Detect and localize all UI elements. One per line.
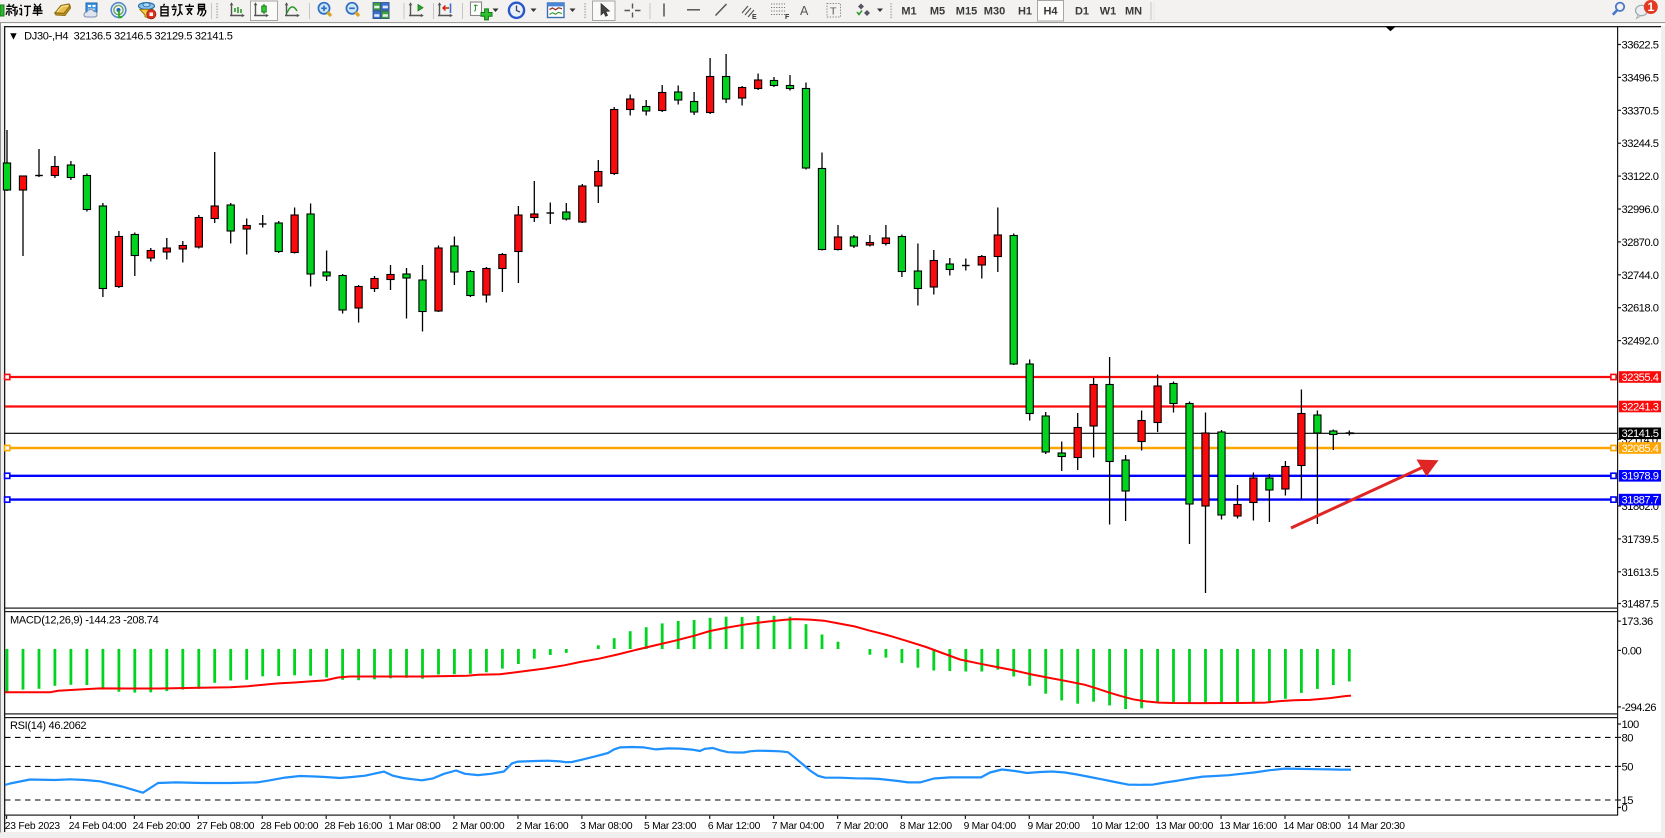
svg-text:32618.0: 32618.0: [1622, 303, 1659, 315]
svg-text:14 Mar 08:00: 14 Mar 08:00: [1283, 821, 1341, 832]
svg-text:13 Mar 16:00: 13 Mar 16:00: [1219, 821, 1277, 832]
svg-text:D1: D1: [1075, 6, 1089, 18]
svg-text:7 Mar 20:00: 7 Mar 20:00: [836, 821, 889, 832]
svg-text:F: F: [785, 14, 790, 21]
svg-text:-294.26: -294.26: [1622, 702, 1657, 714]
svg-text:32870.0: 32870.0: [1622, 237, 1659, 249]
svg-text:28 Feb 16:00: 28 Feb 16:00: [324, 821, 382, 832]
svg-text:31978.9: 31978.9: [1622, 471, 1659, 483]
svg-text:31487.5: 31487.5: [1622, 599, 1659, 611]
svg-text:E: E: [752, 14, 757, 21]
svg-text:33370.5: 33370.5: [1622, 105, 1659, 117]
svg-text:33622.5: 33622.5: [1622, 40, 1659, 52]
svg-text:1: 1: [1647, 0, 1654, 14]
svg-text:31887.7: 31887.7: [1622, 495, 1659, 507]
svg-text:1 Mar 08:00: 1 Mar 08:00: [388, 821, 441, 832]
svg-text:32996.0: 32996.0: [1622, 204, 1659, 216]
svg-text:W1: W1: [1100, 6, 1117, 18]
svg-text:33496.5: 33496.5: [1622, 72, 1659, 84]
svg-text:H1: H1: [1018, 6, 1032, 18]
svg-text:MACD(12,26,9) -144.23 -208.74: MACD(12,26,9) -144.23 -208.74: [10, 615, 159, 627]
svg-text:A: A: [800, 4, 809, 18]
svg-text:M1: M1: [901, 6, 916, 18]
svg-text:33122.0: 33122.0: [1622, 171, 1659, 183]
svg-text:0.00: 0.00: [1622, 645, 1642, 657]
svg-text:32355.4: 32355.4: [1622, 372, 1659, 384]
svg-text:0: 0: [1622, 803, 1628, 815]
svg-text:M5: M5: [930, 6, 945, 18]
svg-text:H4: H4: [1043, 6, 1058, 18]
svg-text:173.36: 173.36: [1622, 616, 1653, 628]
svg-text:9 Mar 20:00: 9 Mar 20:00: [1028, 821, 1081, 832]
svg-text:MN: MN: [1125, 6, 1142, 18]
svg-text:27 Feb 08:00: 27 Feb 08:00: [197, 821, 255, 832]
svg-text:32241.3: 32241.3: [1622, 401, 1659, 413]
svg-text:M30: M30: [984, 6, 1005, 18]
svg-text:23 Feb 2023: 23 Feb 2023: [5, 821, 61, 832]
svg-text:13 Mar 00:00: 13 Mar 00:00: [1155, 821, 1213, 832]
svg-text:24 Feb 04:00: 24 Feb 04:00: [69, 821, 127, 832]
svg-text:31739.5: 31739.5: [1622, 534, 1659, 546]
svg-text:32492.0: 32492.0: [1622, 336, 1659, 348]
svg-text:15: 15: [1622, 795, 1634, 807]
svg-text:T: T: [830, 6, 837, 18]
svg-text:32141.5: 32141.5: [1622, 428, 1659, 440]
svg-text:2 Mar 16:00: 2 Mar 16:00: [516, 821, 569, 832]
svg-text:10 Mar 12:00: 10 Mar 12:00: [1091, 821, 1149, 832]
svg-text:28 Feb 00:00: 28 Feb 00:00: [261, 821, 319, 832]
svg-text:32085.4: 32085.4: [1622, 443, 1659, 455]
svg-text:RSI(14) 46.2062: RSI(14) 46.2062: [10, 720, 86, 732]
svg-text:8 Mar 12:00: 8 Mar 12:00: [900, 821, 953, 832]
svg-text:50: 50: [1622, 761, 1634, 773]
svg-text:9 Mar 04:00: 9 Mar 04:00: [964, 821, 1017, 832]
svg-text:31613.5: 31613.5: [1622, 567, 1659, 579]
svg-text:32744.0: 32744.0: [1622, 270, 1659, 282]
svg-text:2 Mar 00:00: 2 Mar 00:00: [452, 821, 505, 832]
svg-text:100: 100: [1622, 719, 1639, 731]
svg-text:24 Feb 20:00: 24 Feb 20:00: [133, 821, 191, 832]
svg-text:5 Mar 23:00: 5 Mar 23:00: [644, 821, 697, 832]
svg-text:14 Mar 20:30: 14 Mar 20:30: [1347, 821, 1405, 832]
svg-text:3 Mar 08:00: 3 Mar 08:00: [580, 821, 633, 832]
svg-text:80: 80: [1622, 732, 1634, 744]
svg-text:M15: M15: [956, 6, 977, 18]
svg-text:▼ DJ30-,H4 32136.5 32146.5 3: ▼ DJ30-,H4 32136.5 32146.5 32129.5 32141…: [8, 31, 233, 43]
svg-text:6 Mar 12:00: 6 Mar 12:00: [708, 821, 761, 832]
svg-text:33244.5: 33244.5: [1622, 138, 1659, 150]
svg-text:7 Mar 04:00: 7 Mar 04:00: [772, 821, 825, 832]
